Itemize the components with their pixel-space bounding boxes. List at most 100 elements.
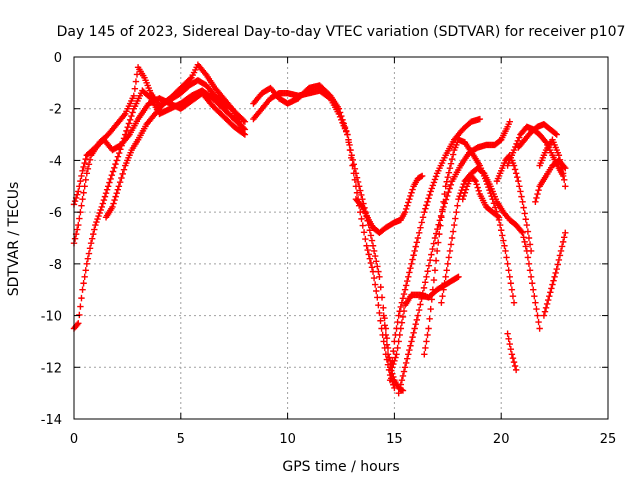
- data-point: [507, 280, 515, 287]
- data-point: [401, 208, 409, 216]
- data-point: [86, 245, 94, 252]
- data-point: [415, 229, 423, 237]
- data-point: [418, 219, 425, 226]
- y-tick-label: -6: [49, 206, 62, 221]
- data-point: [509, 355, 517, 362]
- data-point: [440, 286, 447, 293]
- data-point: [552, 269, 559, 277]
- data-point: [390, 360, 397, 368]
- data-point: [370, 247, 378, 255]
- data-point: [340, 120, 347, 127]
- data-point: [108, 172, 116, 179]
- data-point: [454, 202, 461, 209]
- data-point: [78, 202, 85, 209]
- data-point: [79, 286, 86, 293]
- data-point: [438, 214, 445, 221]
- data-point: [452, 215, 459, 222]
- axis-ticks: [73, 56, 609, 420]
- data-point: [240, 130, 247, 137]
- data-point: [514, 137, 522, 144]
- data-point: [385, 354, 393, 361]
- data-point: [110, 200, 117, 207]
- data-point: [359, 222, 366, 229]
- data-point: [376, 309, 383, 317]
- data-point: [550, 277, 557, 284]
- data-point: [398, 377, 406, 384]
- data-point: [346, 146, 354, 154]
- data-point: [126, 116, 134, 123]
- data-point: [518, 193, 525, 200]
- data-point: [351, 176, 359, 184]
- data-point: [561, 234, 568, 241]
- data-point: [460, 192, 468, 200]
- data-point: [514, 174, 521, 181]
- data-point: [395, 312, 402, 319]
- data-point: [510, 162, 518, 169]
- data-point: [449, 228, 457, 235]
- data-point: [422, 344, 429, 352]
- data-point: [553, 265, 560, 273]
- data-point: [391, 384, 398, 392]
- data-point: [526, 267, 534, 274]
- data-point: [82, 267, 89, 274]
- data-point: [111, 164, 118, 172]
- data-point: [408, 338, 415, 345]
- data-point: [505, 335, 512, 343]
- data-point: [241, 131, 249, 138]
- data-point: [382, 331, 390, 339]
- data-point: [80, 189, 87, 196]
- data-point: [76, 311, 83, 319]
- data-point: [510, 358, 518, 366]
- data-point: [557, 161, 565, 168]
- data-point: [413, 316, 421, 324]
- data-point: [434, 239, 442, 246]
- data-point: [128, 112, 135, 120]
- data-point: [365, 251, 372, 258]
- y-tick-label: -4: [49, 154, 62, 169]
- data-point: [442, 183, 449, 190]
- data-point: [522, 216, 529, 223]
- data-point: [124, 123, 131, 131]
- x-tick-label: 5: [177, 432, 185, 447]
- data-point: [95, 212, 102, 220]
- data-point: [383, 341, 391, 348]
- data-point: [411, 325, 418, 332]
- data-point: [418, 172, 426, 180]
- data-point: [78, 172, 85, 180]
- data-point: [426, 191, 433, 199]
- y-tick-labels: 0 -2 -4 -6 -8 -10 -12 -14: [41, 51, 62, 428]
- data-point: [394, 318, 401, 326]
- data-point: [377, 283, 384, 291]
- x-axis-label: GPS time / hours: [282, 459, 399, 475]
- data-point: [402, 359, 410, 367]
- data-point: [443, 267, 450, 274]
- data-point: [444, 260, 451, 268]
- data-point: [546, 292, 553, 300]
- data-point: [398, 299, 406, 306]
- data-point: [508, 286, 516, 293]
- data-point: [80, 280, 87, 287]
- data-point: [534, 312, 541, 319]
- data-point: [79, 196, 86, 203]
- data-point: [504, 330, 511, 337]
- data-point: [418, 295, 425, 303]
- data-point: [503, 254, 510, 261]
- data-point: [409, 333, 416, 341]
- data-point: [76, 215, 83, 222]
- data-point: [425, 195, 432, 202]
- data-point: [413, 239, 421, 246]
- y-tick-label: -10: [41, 310, 62, 325]
- data-point: [368, 264, 376, 271]
- data-point: [419, 214, 427, 221]
- data-point: [375, 268, 382, 275]
- data-point: [406, 269, 413, 276]
- data-point: [74, 226, 81, 233]
- data-point: [407, 342, 414, 349]
- data-point: [390, 381, 397, 388]
- data-point: [447, 181, 455, 189]
- data-point: [431, 267, 439, 274]
- data-point: [404, 202, 411, 209]
- data-point: [436, 230, 443, 238]
- data-point: [495, 214, 503, 221]
